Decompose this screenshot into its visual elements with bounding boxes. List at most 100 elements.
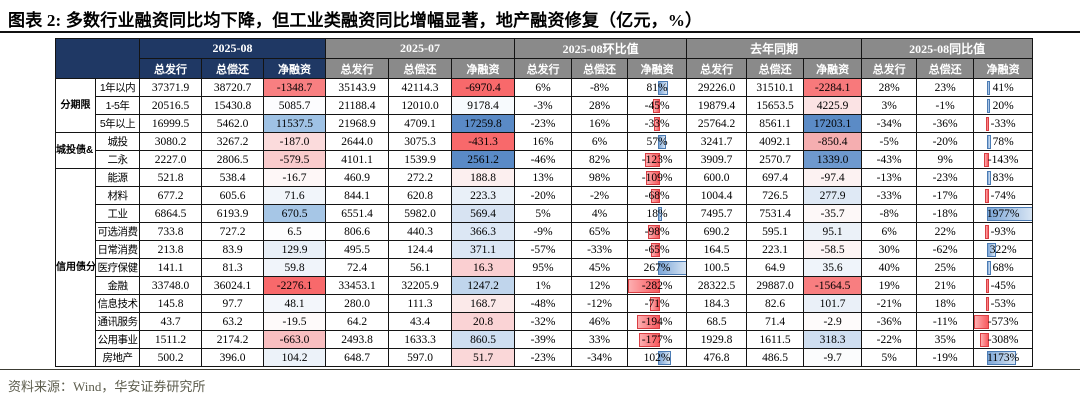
value-cell: 521.8 xyxy=(139,168,202,187)
value-cell: -21% xyxy=(861,294,918,313)
cell-text: -663.0 xyxy=(279,333,310,346)
value-cell: 82.6 xyxy=(746,294,805,313)
value-cell: -23% xyxy=(514,348,573,367)
cell-text: 4101.1 xyxy=(341,153,373,166)
cell-text: -850.4 xyxy=(817,135,848,148)
value-cell: -39% xyxy=(514,330,573,349)
value-cell: 16999.5 xyxy=(139,114,202,133)
value-cell: 1339.0 xyxy=(803,150,863,169)
cell-text: 15430.8 xyxy=(213,99,252,112)
data-bar xyxy=(639,333,660,347)
data-bar xyxy=(657,207,662,221)
value-cell: -23% xyxy=(514,114,573,133)
value-cell: -573% xyxy=(973,312,1034,331)
value-cell: -6970.4 xyxy=(451,78,516,97)
column-group-header: 2025-08 xyxy=(138,38,327,59)
cell-text: 18% xyxy=(934,297,956,310)
cell-text: -109% xyxy=(641,171,673,184)
value-cell: 28% xyxy=(861,78,918,97)
cell-text: 1929.8 xyxy=(700,333,733,346)
cell-text: 16% xyxy=(589,117,611,130)
cell-text: -308% xyxy=(987,333,1019,346)
value-cell: 280.0 xyxy=(325,294,390,313)
cell-text: 16999.5 xyxy=(151,117,190,130)
value-cell: 690.2 xyxy=(686,222,748,241)
value-cell: -19% xyxy=(916,348,975,367)
cell-text: 17203.1 xyxy=(813,117,852,130)
cell-text: -573% xyxy=(987,315,1019,328)
data-bar xyxy=(987,99,990,113)
value-cell: 318.3 xyxy=(803,330,863,349)
cell-text: 6% xyxy=(591,135,608,148)
value-cell: 1173% xyxy=(973,348,1034,367)
cell-text: -177% xyxy=(641,333,673,346)
value-cell: 43.7 xyxy=(139,312,202,331)
value-cell: 111.3 xyxy=(388,294,453,313)
sub-column-header: 总偿还 xyxy=(388,58,453,79)
cell-text: 45% xyxy=(589,261,611,274)
cell-text: 43.7 xyxy=(160,315,181,328)
cell-text: -34% xyxy=(876,117,902,130)
value-cell: 223.3 xyxy=(451,186,516,205)
value-cell: 17203.1 xyxy=(803,114,863,133)
value-cell: -431.3 xyxy=(451,132,516,151)
cell-text: -1564.5 xyxy=(814,279,851,292)
value-cell: 48.1 xyxy=(262,294,327,313)
cell-text: 648.7 xyxy=(344,351,370,364)
value-cell: -663.0 xyxy=(262,330,327,349)
source-note: 资料来源：Wind，华安证券研究所 xyxy=(8,379,206,394)
value-cell: 78% xyxy=(973,132,1034,151)
cell-text: 2806.5 xyxy=(216,153,249,166)
cell-text: 223.1 xyxy=(762,243,789,256)
cell-text: -34% xyxy=(587,351,613,364)
data-bar xyxy=(646,171,660,185)
data-bar xyxy=(987,261,991,275)
value-cell: 43.4 xyxy=(388,312,453,331)
value-cell: -34% xyxy=(571,348,629,367)
cell-text: 71.4 xyxy=(765,315,786,328)
value-cell: 41% xyxy=(973,78,1034,97)
value-cell: 3080.2 xyxy=(139,132,202,151)
value-cell: 104.2 xyxy=(262,348,327,367)
value-cell: 33748.0 xyxy=(139,276,202,295)
cell-text: 33748.0 xyxy=(151,279,190,292)
cell-text: 20% xyxy=(992,99,1014,112)
value-cell: 11537.5 xyxy=(262,114,327,133)
cell-text: -62% xyxy=(932,243,958,256)
cell-text: 3% xyxy=(881,99,897,112)
value-cell: 101.7 xyxy=(803,294,863,313)
cell-text: 42114.3 xyxy=(401,81,439,94)
value-cell: -282% xyxy=(627,276,688,295)
value-cell: 82% xyxy=(571,150,629,169)
row-label: 材料 xyxy=(95,186,140,205)
value-cell: 100.5 xyxy=(686,258,748,277)
value-cell: -109% xyxy=(627,168,688,187)
cell-text: 605.6 xyxy=(219,189,246,202)
row-label: 二永 xyxy=(95,150,140,169)
cell-text: -33% xyxy=(876,189,902,202)
cell-text: 65% xyxy=(589,225,611,238)
cell-text: 12010.0 xyxy=(401,99,439,112)
cell-text: 2227.0 xyxy=(154,153,187,166)
table-row: 房地产 500.2 396.0 104.2 648.7 597.0 51.7 -23% -34%… xyxy=(56,348,1034,367)
value-cell: -93% xyxy=(973,222,1034,241)
cell-text: -18% xyxy=(932,207,958,220)
cell-text: 1247.2 xyxy=(467,279,499,292)
data-bar xyxy=(644,153,660,167)
value-cell: -2276.1 xyxy=(262,276,327,295)
value-cell: 620.8 xyxy=(388,186,453,205)
value-cell: -45% xyxy=(973,276,1034,295)
table-row: 信用债分 行业 (wind 新)能源 521.8 538.4 -16.7 460.9 27… xyxy=(55,168,1034,367)
value-cell: 35.6 xyxy=(803,258,863,277)
cell-text: -68% xyxy=(644,189,670,202)
cell-text: 18% xyxy=(646,207,668,220)
value-cell: 20% xyxy=(973,96,1034,115)
cell-text: 95.1 xyxy=(822,225,843,238)
value-cell: 35143.9 xyxy=(325,78,390,97)
cell-text: -43% xyxy=(876,153,902,166)
row-group-label: 城投债& 二永债 xyxy=(55,132,96,169)
data-bar xyxy=(983,153,990,167)
value-cell: 6864.5 xyxy=(139,204,202,223)
value-cell: 83% xyxy=(973,168,1034,187)
table-row: 医疗保健 141.1 81.3 59.8 72.4 56.1 16.3 95% 45% 267% 1… xyxy=(56,258,1034,277)
